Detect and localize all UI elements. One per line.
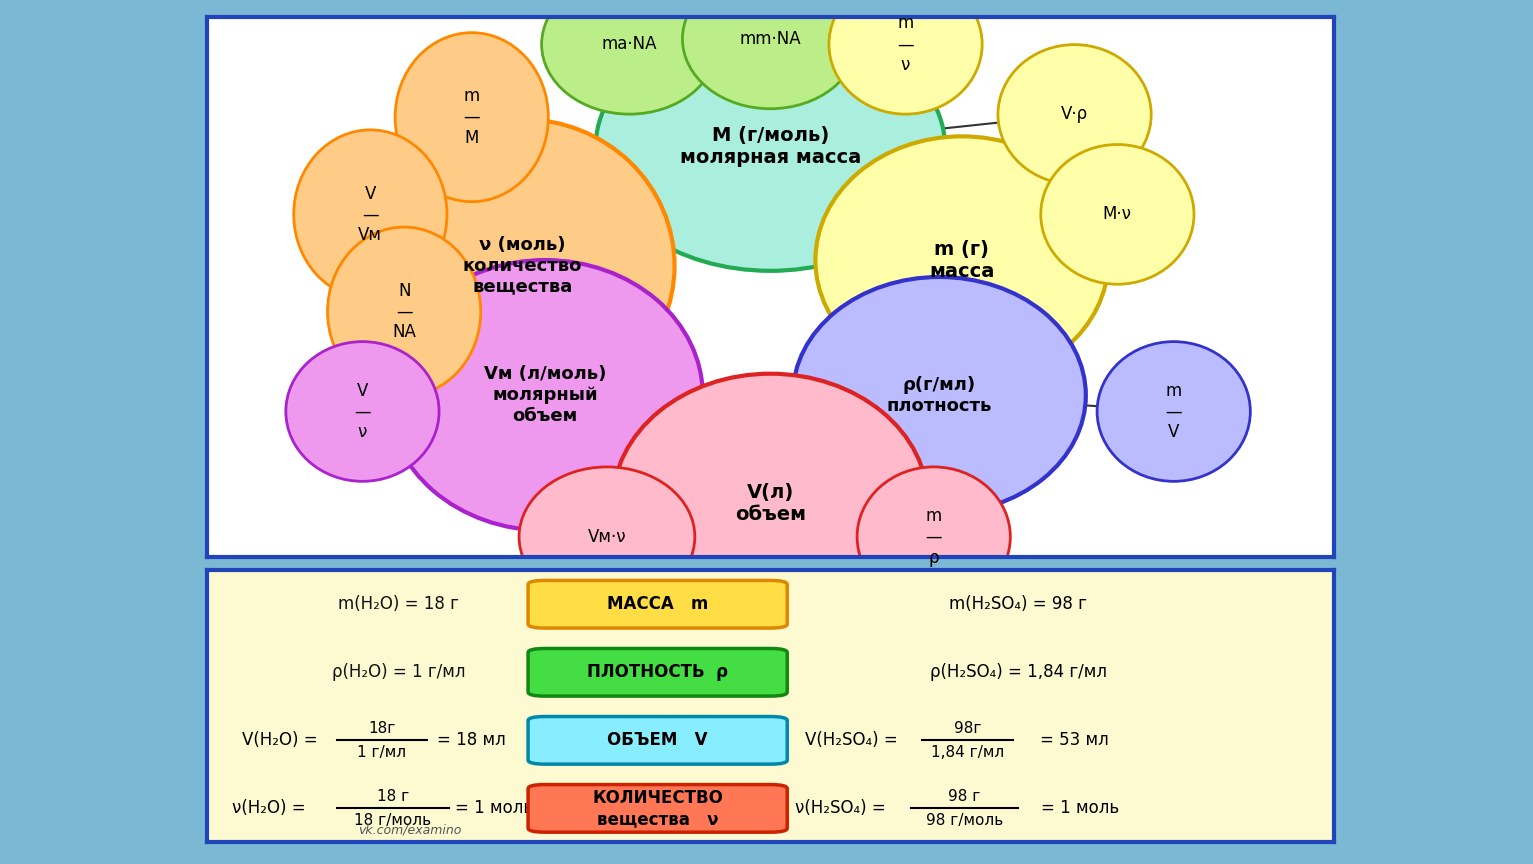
Text: m
—
ρ: m — ρ <box>926 507 941 567</box>
Text: m (г)
масса: m (г) масса <box>929 240 995 281</box>
Text: V
—
ν: V — ν <box>354 382 371 442</box>
Text: ОБЪЕМ   V: ОБЪЕМ V <box>607 731 708 749</box>
Ellipse shape <box>541 0 717 114</box>
Ellipse shape <box>596 23 944 270</box>
Ellipse shape <box>682 0 858 109</box>
Text: 98г: 98г <box>954 721 981 735</box>
Text: m(H₂O) = 18 г: m(H₂O) = 18 г <box>339 595 458 613</box>
Ellipse shape <box>396 33 549 201</box>
Text: ν(H₂O) =: ν(H₂O) = <box>231 799 305 817</box>
FancyBboxPatch shape <box>527 716 788 764</box>
Text: m(H₂SO₄) = 98 г: m(H₂SO₄) = 98 г <box>949 595 1087 613</box>
Ellipse shape <box>388 260 702 530</box>
FancyBboxPatch shape <box>527 581 788 628</box>
Text: N
—
NA: N — NA <box>392 282 415 341</box>
Ellipse shape <box>520 467 694 607</box>
Ellipse shape <box>1098 341 1251 481</box>
Text: = 1 моль: = 1 моль <box>1041 799 1119 817</box>
Text: V·ρ: V·ρ <box>1061 105 1088 124</box>
Text: 1,84 г/мл: 1,84 г/мл <box>931 745 1004 760</box>
Text: V
—
Vм: V — Vм <box>359 185 382 245</box>
Text: ПЛОТНОСТЬ  ρ: ПЛОТНОСТЬ ρ <box>587 664 728 682</box>
FancyBboxPatch shape <box>527 649 788 696</box>
Ellipse shape <box>857 467 1010 607</box>
Text: Vм·ν: Vм·ν <box>587 528 627 546</box>
Ellipse shape <box>1041 144 1194 284</box>
Text: m
—
V: m — V <box>1165 382 1182 442</box>
Ellipse shape <box>294 130 448 299</box>
Text: 98 г: 98 г <box>947 789 980 804</box>
Text: V(H₂SO₄) =: V(H₂SO₄) = <box>805 731 898 749</box>
Text: ρ(H₂O) = 1 г/мл: ρ(H₂O) = 1 г/мл <box>331 664 464 682</box>
Text: V(H₂O) =: V(H₂O) = <box>242 731 317 749</box>
Text: 1 г/мл: 1 г/мл <box>357 745 406 760</box>
Ellipse shape <box>371 119 675 412</box>
Text: МАССА   m: МАССА m <box>607 595 708 613</box>
Text: ν(H₂SO₄) =: ν(H₂SO₄) = <box>794 799 886 817</box>
Text: ma·NA: ma·NA <box>602 35 658 54</box>
Text: vk.com/examino: vk.com/examino <box>359 824 461 837</box>
Text: mm·NA: mm·NA <box>739 30 802 48</box>
Text: V(л)
объем: V(л) объем <box>734 483 806 524</box>
Ellipse shape <box>613 374 927 632</box>
Text: 18 г: 18 г <box>377 789 409 804</box>
FancyBboxPatch shape <box>527 785 788 832</box>
Text: М (г/моль)
молярная масса: М (г/моль) молярная масса <box>679 126 862 168</box>
Text: m
—
M: m — M <box>463 87 480 147</box>
Text: Vм (л/моль)
молярный
объем: Vм (л/моль) молярный объем <box>484 365 606 425</box>
Text: M·ν: M·ν <box>1102 206 1131 224</box>
Text: ρ(H₂SO₄) = 1,84 г/мл: ρ(H₂SO₄) = 1,84 г/мл <box>929 664 1107 682</box>
Text: = 18 мл: = 18 мл <box>437 731 506 749</box>
Ellipse shape <box>998 45 1151 184</box>
Text: 98 г/моль: 98 г/моль <box>926 813 1003 828</box>
Text: = 1 моль: = 1 моль <box>455 799 533 817</box>
Text: КОЛИЧЕСТВО
вещества   ν: КОЛИЧЕСТВО вещества ν <box>592 789 724 828</box>
Ellipse shape <box>285 341 438 481</box>
Ellipse shape <box>829 0 983 114</box>
Text: m
—
ν: m — ν <box>897 15 914 74</box>
Text: 18г: 18г <box>368 721 396 735</box>
Text: ρ(г/мл)
плотность: ρ(г/мл) плотность <box>886 376 992 415</box>
Ellipse shape <box>793 277 1085 513</box>
Ellipse shape <box>816 137 1108 384</box>
Text: ν (моль)
количество
вещества: ν (моль) количество вещества <box>463 236 583 295</box>
Text: 18 г/моль: 18 г/моль <box>354 813 431 828</box>
Text: = 53 мл: = 53 мл <box>1041 731 1108 749</box>
Ellipse shape <box>328 227 481 396</box>
